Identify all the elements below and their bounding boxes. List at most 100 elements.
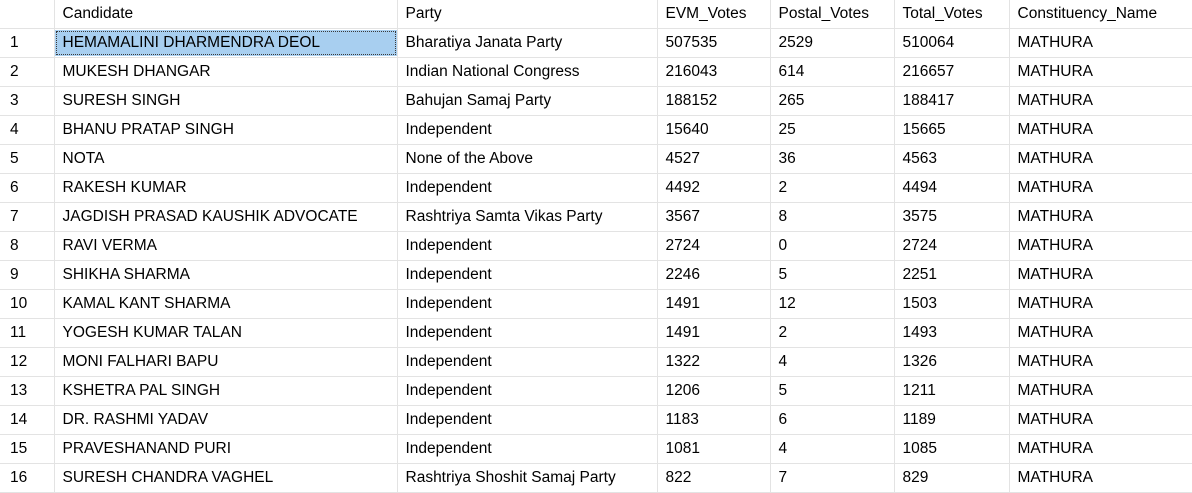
postal-votes-cell[interactable]: 5	[770, 260, 895, 290]
party-cell[interactable]: Rashtriya Samta Vikas Party	[397, 202, 658, 232]
table-row[interactable]: 9 SHIKHA SHARMA Independent 2246 5 2251 MATHUR…	[0, 260, 1192, 290]
evm-votes-cell[interactable]: 1322	[657, 347, 771, 377]
row-number[interactable]: 6	[0, 173, 55, 203]
table-row[interactable]: 4 BHANU PRATAP SINGH Independent 15640 25 156…	[0, 115, 1192, 145]
candidate-cell[interactable]: SURESH CHANDRA VAGHEL	[54, 463, 398, 493]
postal-votes-cell[interactable]: 25	[770, 115, 895, 145]
constituency-name-cell[interactable]: MATHURA	[1009, 173, 1192, 203]
party-cell[interactable]: None of the Above	[397, 144, 658, 174]
row-number[interactable]: 14	[0, 405, 55, 435]
constituency-name-cell[interactable]: MATHURA	[1009, 144, 1192, 174]
evm-votes-cell[interactable]: 15640	[657, 115, 771, 145]
table-row[interactable]: 8 RAVI VERMA Independent 2724 0 2724 MATHURA	[0, 231, 1192, 261]
row-number[interactable]: 3	[0, 86, 55, 116]
total-votes-cell[interactable]: 2724	[894, 231, 1010, 261]
constituency-name-cell[interactable]: MATHURA	[1009, 28, 1192, 58]
column-header-postal-votes[interactable]: Postal_Votes	[770, 0, 895, 29]
row-number[interactable]: 13	[0, 376, 55, 406]
constituency-name-cell[interactable]: MATHURA	[1009, 405, 1192, 435]
row-number-header[interactable]	[0, 0, 55, 29]
constituency-name-cell[interactable]: MATHURA	[1009, 463, 1192, 493]
evm-votes-cell[interactable]: 1491	[657, 289, 771, 319]
table-row[interactable]: 12 MONI FALHARI BAPU Independent 1322 4 1326 M…	[0, 347, 1192, 377]
candidate-cell[interactable]: YOGESH KUMAR TALAN	[54, 318, 398, 348]
total-votes-cell[interactable]: 1085	[894, 434, 1010, 464]
total-votes-cell[interactable]: 2251	[894, 260, 1010, 290]
constituency-name-cell[interactable]: MATHURA	[1009, 376, 1192, 406]
row-number[interactable]: 15	[0, 434, 55, 464]
total-votes-cell[interactable]: 1493	[894, 318, 1010, 348]
table-row[interactable]: 13 KSHETRA PAL SINGH Independent 1206 5 1211 M…	[0, 376, 1192, 406]
total-votes-cell[interactable]: 1503	[894, 289, 1010, 319]
column-header-total-votes[interactable]: Total_Votes	[894, 0, 1010, 29]
total-votes-cell[interactable]: 4494	[894, 173, 1010, 203]
row-number[interactable]: 16	[0, 463, 55, 493]
evm-votes-cell[interactable]: 4527	[657, 144, 771, 174]
postal-votes-cell[interactable]: 8	[770, 202, 895, 232]
party-cell[interactable]: Independent	[397, 347, 658, 377]
total-votes-cell[interactable]: 1211	[894, 376, 1010, 406]
table-row[interactable]: 3 SURESH SINGH Bahujan Samaj Party 188152 26…	[0, 86, 1192, 116]
candidate-cell[interactable]: BHANU PRATAP SINGH	[54, 115, 398, 145]
candidate-cell[interactable]: KAMAL KANT SHARMA	[54, 289, 398, 319]
evm-votes-cell[interactable]: 1183	[657, 405, 771, 435]
total-votes-cell[interactable]: 4563	[894, 144, 1010, 174]
table-row[interactable]: 10 KAMAL KANT SHARMA Independent 1491 12 1503…	[0, 289, 1192, 319]
row-number[interactable]: 7	[0, 202, 55, 232]
constituency-name-cell[interactable]: MATHURA	[1009, 318, 1192, 348]
candidate-cell[interactable]: DR. RASHMI YADAV	[54, 405, 398, 435]
party-cell[interactable]: Bahujan Samaj Party	[397, 86, 658, 116]
evm-votes-cell[interactable]: 2724	[657, 231, 771, 261]
postal-votes-cell[interactable]: 2	[770, 173, 895, 203]
row-number[interactable]: 12	[0, 347, 55, 377]
party-cell[interactable]: Bharatiya Janata Party	[397, 28, 658, 58]
column-header-constituency-name[interactable]: Constituency_Name	[1009, 0, 1192, 29]
total-votes-cell[interactable]: 510064	[894, 28, 1010, 58]
postal-votes-cell[interactable]: 0	[770, 231, 895, 261]
candidate-cell[interactable]: SURESH SINGH	[54, 86, 398, 116]
postal-votes-cell[interactable]: 2529	[770, 28, 895, 58]
row-number[interactable]: 5	[0, 144, 55, 174]
postal-votes-cell[interactable]: 614	[770, 57, 895, 87]
postal-votes-cell[interactable]: 36	[770, 144, 895, 174]
party-cell[interactable]: Independent	[397, 376, 658, 406]
postal-votes-cell[interactable]: 5	[770, 376, 895, 406]
postal-votes-cell[interactable]: 4	[770, 347, 895, 377]
column-header-candidate[interactable]: Candidate	[54, 0, 398, 29]
evm-votes-cell[interactable]: 822	[657, 463, 771, 493]
candidate-cell[interactable]: RAVI VERMA	[54, 231, 398, 261]
evm-votes-cell[interactable]: 1081	[657, 434, 771, 464]
row-number[interactable]: 11	[0, 318, 55, 348]
candidate-cell[interactable]: MONI FALHARI BAPU	[54, 347, 398, 377]
constituency-name-cell[interactable]: MATHURA	[1009, 202, 1192, 232]
row-number[interactable]: 8	[0, 231, 55, 261]
constituency-name-cell[interactable]: MATHURA	[1009, 347, 1192, 377]
evm-votes-cell[interactable]: 3567	[657, 202, 771, 232]
total-votes-cell[interactable]: 1189	[894, 405, 1010, 435]
candidate-cell[interactable]: HEMAMALINI DHARMENDRA DEOL	[54, 28, 398, 58]
row-number[interactable]: 2	[0, 57, 55, 87]
postal-votes-cell[interactable]: 4	[770, 434, 895, 464]
constituency-name-cell[interactable]: MATHURA	[1009, 289, 1192, 319]
candidate-cell[interactable]: MUKESH DHANGAR	[54, 57, 398, 87]
row-number[interactable]: 9	[0, 260, 55, 290]
constituency-name-cell[interactable]: MATHURA	[1009, 260, 1192, 290]
constituency-name-cell[interactable]: MATHURA	[1009, 86, 1192, 116]
candidate-cell[interactable]: RAKESH KUMAR	[54, 173, 398, 203]
table-row[interactable]: 15 PRAVESHANAND PURI Independent 1081 4 1085 M…	[0, 434, 1192, 464]
party-cell[interactable]: Independent	[397, 173, 658, 203]
party-cell[interactable]: Independent	[397, 318, 658, 348]
party-cell[interactable]: Rashtriya Shoshit Samaj Party	[397, 463, 658, 493]
total-votes-cell[interactable]: 15665	[894, 115, 1010, 145]
evm-votes-cell[interactable]: 4492	[657, 173, 771, 203]
evm-votes-cell[interactable]: 1206	[657, 376, 771, 406]
total-votes-cell[interactable]: 829	[894, 463, 1010, 493]
constituency-name-cell[interactable]: MATHURA	[1009, 231, 1192, 261]
evm-votes-cell[interactable]: 507535	[657, 28, 771, 58]
row-number[interactable]: 4	[0, 115, 55, 145]
row-number[interactable]: 1	[0, 28, 55, 58]
party-cell[interactable]: Independent	[397, 260, 658, 290]
total-votes-cell[interactable]: 3575	[894, 202, 1010, 232]
total-votes-cell[interactable]: 188417	[894, 86, 1010, 116]
constituency-name-cell[interactable]: MATHURA	[1009, 57, 1192, 87]
